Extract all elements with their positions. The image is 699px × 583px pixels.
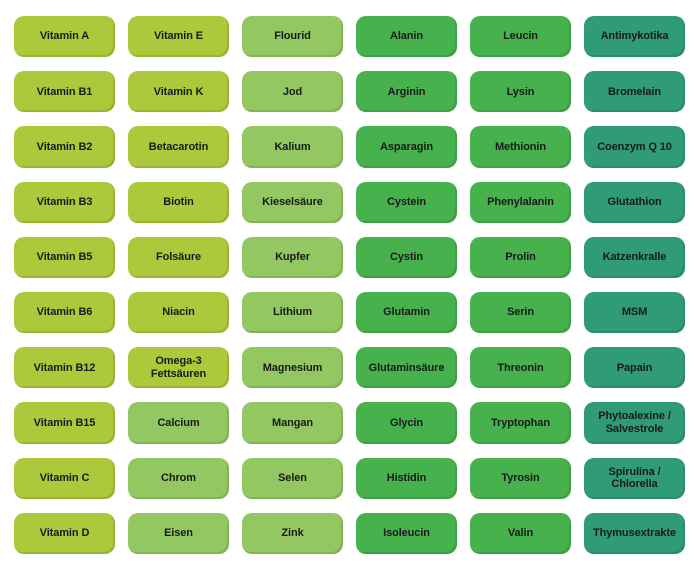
nutrient-pill: Cystein <box>356 181 457 223</box>
nutrient-pill: Alanin <box>356 16 457 58</box>
nutrient-pill: Lysin <box>470 71 571 113</box>
nutrient-pill: Katzenkralle <box>584 236 685 278</box>
nutrient-pill: Glutathion <box>584 181 685 223</box>
nutrient-pill: Antimykotika <box>584 16 685 58</box>
nutrient-pill: Leucin <box>470 16 571 58</box>
nutrient-pill: Phytoalexine / Salvestrole <box>584 402 685 444</box>
nutrient-pill: Valin <box>470 512 571 554</box>
nutrient-pill: Cystin <box>356 236 457 278</box>
nutrient-pill: Chrom <box>128 457 229 499</box>
nutrient-pill: Vitamin E <box>128 16 229 58</box>
nutrient-pill: Spirulina / Chlorella <box>584 457 685 499</box>
nutrient-pill: Vitamin B2 <box>14 126 115 168</box>
nutrient-pill: Kieselsäure <box>242 181 343 223</box>
nutrient-pill: Jod <box>242 71 343 113</box>
nutrient-pill: Phenylalanin <box>470 181 571 223</box>
nutrient-pill: Vitamin C <box>14 457 115 499</box>
nutrient-pill: Arginin <box>356 71 457 113</box>
nutrient-pill: Flourid <box>242 16 343 58</box>
nutrient-grid: Vitamin A Vitamin E Flourid Alanin Leuci… <box>14 16 685 554</box>
nutrient-pill: Vitamin B15 <box>14 402 115 444</box>
nutrient-pill: Omega-3 Fettsäuren <box>128 347 229 389</box>
nutrient-pill: Coenzym Q 10 <box>584 126 685 168</box>
nutrient-pill: Bromelain <box>584 71 685 113</box>
nutrient-pill: Lithium <box>242 292 343 334</box>
nutrient-pill: Zink <box>242 512 343 554</box>
nutrient-pill: Vitamin A <box>14 16 115 58</box>
nutrient-pill: Vitamin B6 <box>14 292 115 334</box>
nutrient-pill: Tyrosin <box>470 457 571 499</box>
nutrient-pill: Mangan <box>242 402 343 444</box>
nutrient-pill: Eisen <box>128 512 229 554</box>
nutrient-pill: Thymusextrakte <box>584 512 685 554</box>
nutrient-pill: Prolin <box>470 236 571 278</box>
nutrient-pill: Glutamin <box>356 292 457 334</box>
nutrient-pill: Vitamin B5 <box>14 236 115 278</box>
nutrient-pill: Kupfer <box>242 236 343 278</box>
nutrient-pill: Vitamin B1 <box>14 71 115 113</box>
nutrient-pill: Vitamin D <box>14 512 115 554</box>
nutrient-pill: Betacarotin <box>128 126 229 168</box>
nutrient-pill: MSM <box>584 292 685 334</box>
nutrient-pill: Methionin <box>470 126 571 168</box>
nutrient-pill: Calcium <box>128 402 229 444</box>
nutrient-pill: Histidin <box>356 457 457 499</box>
nutrient-pill: Tryptophan <box>470 402 571 444</box>
nutrient-pill: Threonin <box>470 347 571 389</box>
nutrient-pill: Biotin <box>128 181 229 223</box>
nutrient-pill: Magnesium <box>242 347 343 389</box>
nutrient-pill: Folsäure <box>128 236 229 278</box>
nutrient-pill: Vitamin K <box>128 71 229 113</box>
nutrient-pill: Glycin <box>356 402 457 444</box>
nutrient-pill: Glutaminsäure <box>356 347 457 389</box>
nutrient-pill: Asparagin <box>356 126 457 168</box>
nutrient-pill: Vitamin B3 <box>14 181 115 223</box>
nutrient-pill: Serin <box>470 292 571 334</box>
nutrient-pill: Vitamin B12 <box>14 347 115 389</box>
nutrient-pill: Selen <box>242 457 343 499</box>
nutrient-pill: Kalium <box>242 126 343 168</box>
nutrient-pill: Niacin <box>128 292 229 334</box>
nutrient-pill: Isoleucin <box>356 512 457 554</box>
nutrient-pill: Papain <box>584 347 685 389</box>
